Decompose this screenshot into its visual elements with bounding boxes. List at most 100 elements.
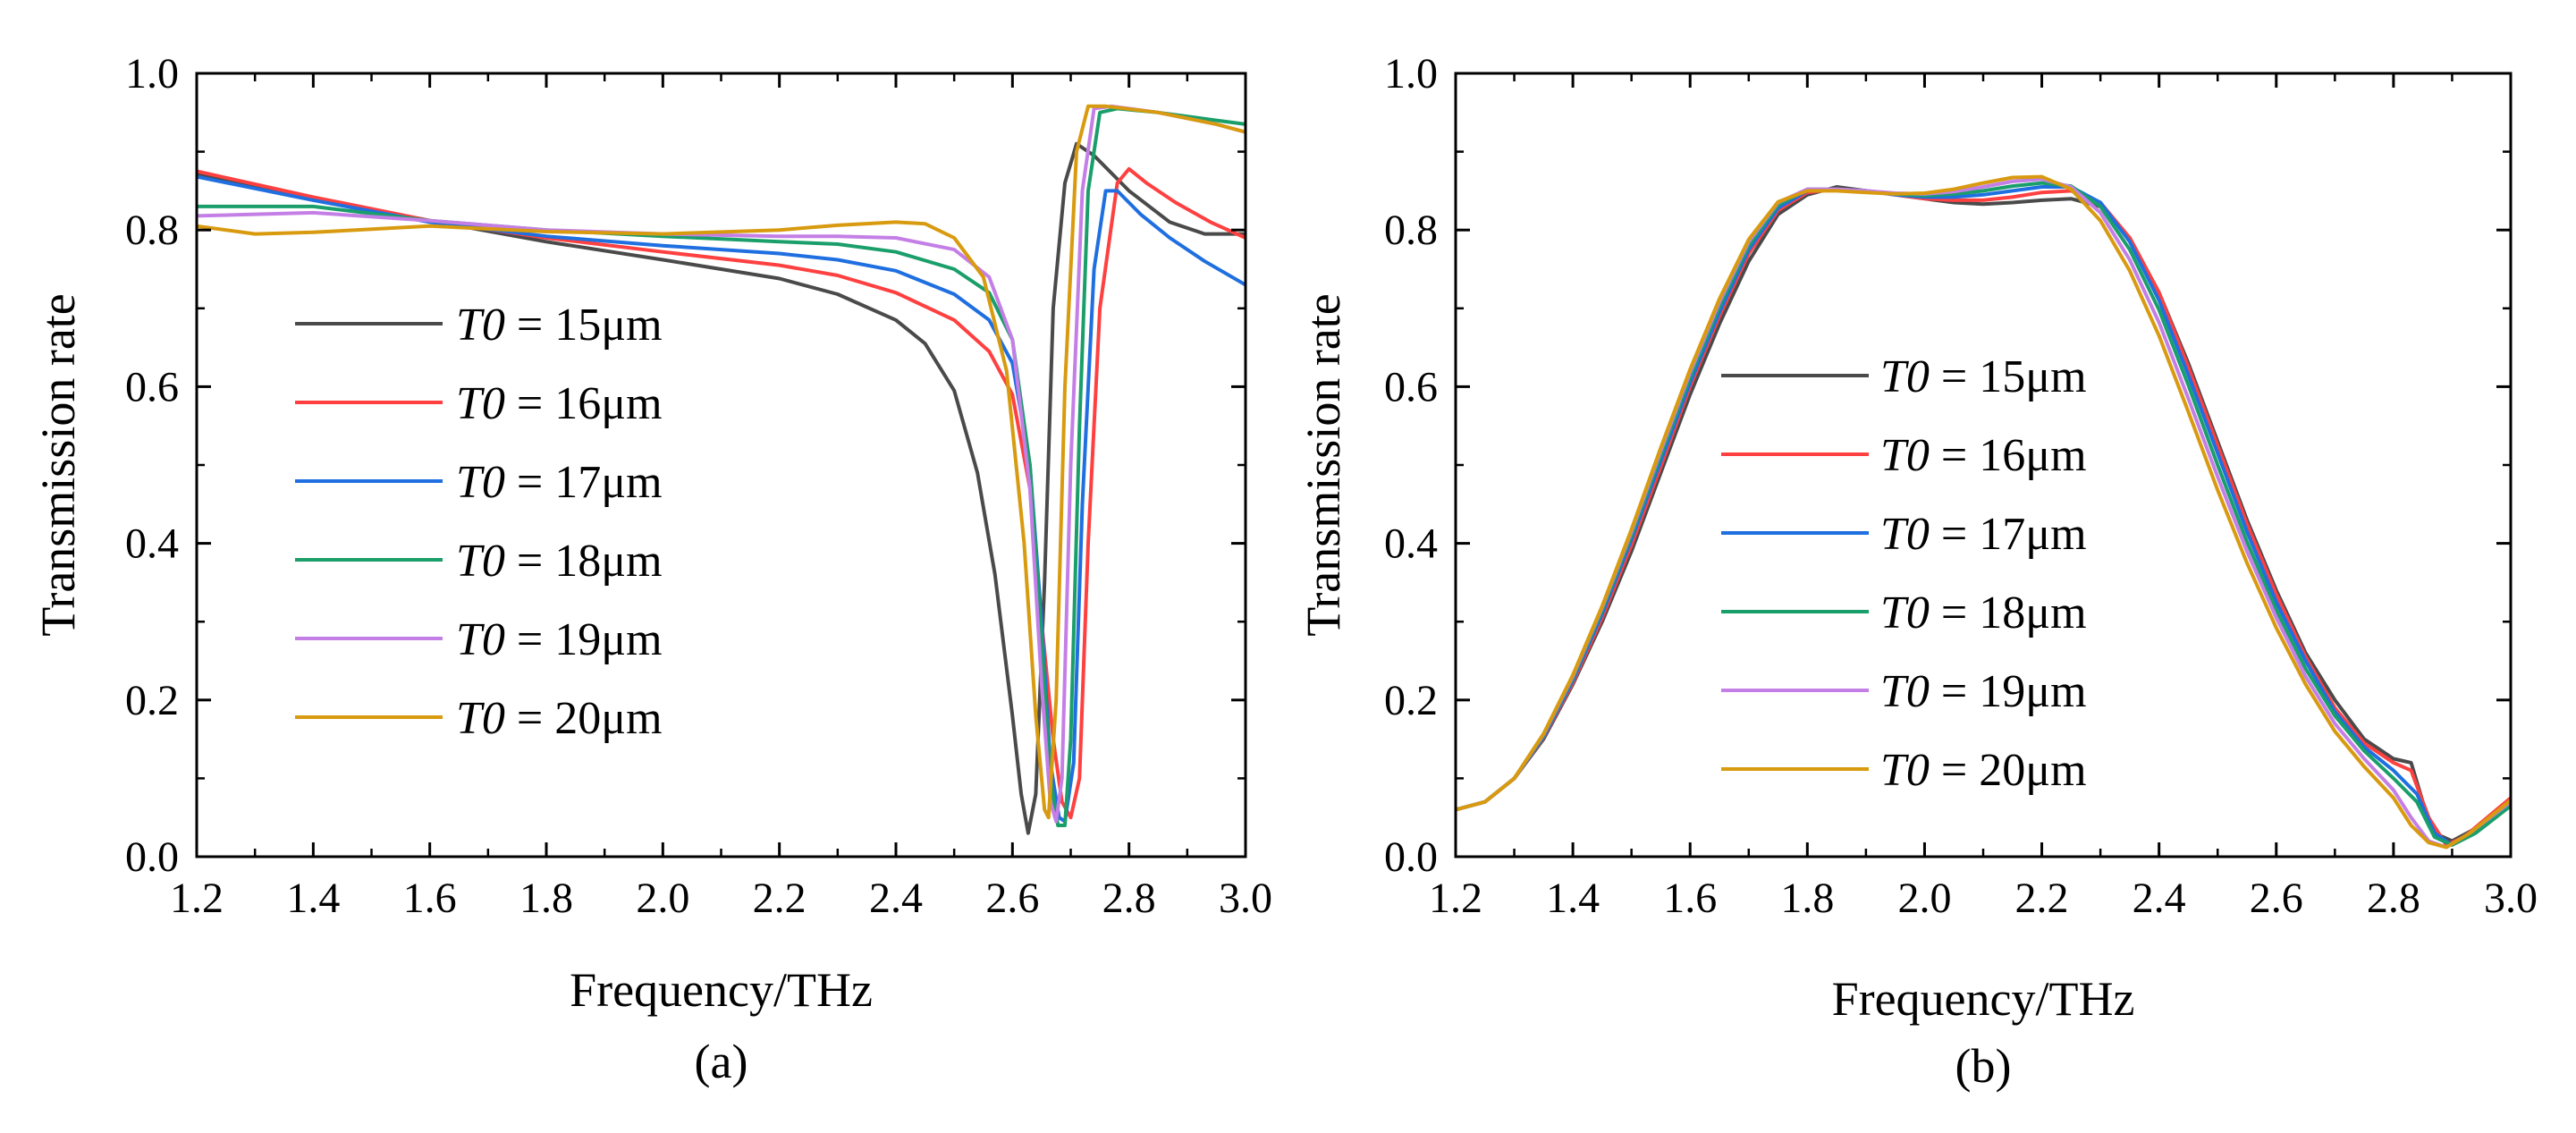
legend-item: T0 = 19μm [1721,666,2087,717]
legend-label: T0 = 20μm [1880,745,2087,796]
x-tick-label: 1.4 [1546,875,1600,922]
legend-item: T0 = 20μm [1721,745,2087,796]
legend-label-var: T0 [1880,351,1930,402]
legend-item: T0 = 18μm [1721,588,2087,638]
x-axis-title: Frequency/THz [570,963,873,1017]
series-line-t0-20um [1456,174,2511,850]
series-group [1456,174,2511,850]
x-tick-label: 3.0 [2484,875,2538,922]
legend-label-var: T0 [456,300,505,351]
chart-panel-b: 1.2 1.4 1.6 1.8 2.0 2.2 2.4 2.6 2.8 3.0 0.0 0.2 0.4 0… [1296,50,2538,1093]
legend-label-value: = 18μm [505,536,663,587]
series-line-t0-17um [197,174,1246,824]
legend-label: T0 = 19μm [1880,666,2087,717]
series-line-t0-20um [197,104,1246,820]
y-tick-label: 0.6 [1384,363,1438,410]
panel-label: (b) [1955,1039,2012,1093]
legend-label-var: T0 [456,378,505,429]
legend-label-var: T0 [1880,509,1930,560]
y-tick-label: 0.0 [125,833,179,881]
legend-label: T0 = 18μm [456,536,663,587]
y-axis-title: Transmission rate [31,293,85,637]
legend-label-value: = 16μm [1930,430,2087,481]
y-tick-label: 0.2 [125,677,179,724]
legend-label-value: = 19μm [1930,666,2087,717]
legend-label: T0 = 20μm [456,693,663,744]
y-tick-label: 0.0 [1384,833,1438,881]
legend-label: T0 = 15μm [456,300,663,351]
legend-label-var: T0 [1880,588,1930,638]
legend-label: T0 = 17μm [456,457,663,508]
y-tick-label: 0.6 [125,363,179,410]
x-tick-label: 1.6 [1663,875,1717,922]
legend-label-var: T0 [456,536,505,587]
legend-item: T0 = 17μm [295,457,663,508]
series-line-t0-16um [1456,187,2511,847]
y-tick-label: 0.4 [1384,520,1438,568]
legend-label-value: = 15μm [505,300,663,351]
legend-item: T0 = 16μm [1721,430,2087,481]
legend-label-var: T0 [456,693,505,744]
series-group [197,104,1246,835]
x-tick-label: 2.2 [2015,875,2069,922]
legend-item: T0 = 20μm [295,693,663,744]
x-tick-label: 1.6 [403,875,457,922]
legend-label-value: = 16μm [505,378,663,429]
series-line-t0-16um [197,166,1246,820]
x-tick-label: 2.8 [1102,875,1156,922]
legend-label: T0 = 18μm [1880,588,2087,638]
legend-label: T0 = 19μm [456,614,663,665]
legend-label-value: = 17μm [1930,509,2087,560]
legend-item: T0 = 15μm [295,300,663,351]
x-tick-label: 1.8 [1780,875,1834,922]
legend-label-value: = 20μm [1930,745,2087,796]
x-tick-label: 1.2 [1429,875,1482,922]
panel-label: (a) [695,1035,748,1088]
legend-item: T0 = 15μm [1721,351,2087,402]
x-tick-label: 2.4 [2133,875,2186,922]
x-tick-label: 2.0 [636,875,689,922]
legend-label-var: T0 [456,614,505,665]
y-tick-label: 0.8 [1384,207,1438,254]
y-tick-label: 0.2 [1384,677,1438,724]
chart-panel-a: 1.2 1.4 1.6 1.8 2.0 2.2 2.4 2.6 2.8 3.0 0.0 0.2 0.4 0… [31,50,1272,1088]
legend-label-var: T0 [1880,745,1930,796]
y-tick-label: 1.0 [1384,50,1438,97]
legend-label: T0 = 15μm [1880,351,2087,402]
x-axis-title: Frequency/THz [1832,972,2135,1026]
legend-label-var: T0 [1880,430,1930,481]
y-axis-title: Transmission rate [1296,293,1350,637]
legend-item: T0 = 18μm [295,536,663,587]
legend-label-value: = 20μm [505,693,663,744]
legend-label-var: T0 [1880,666,1930,717]
y-tick-label: 0.4 [125,520,179,568]
series-line-t0-15um [197,141,1246,835]
legend-label-var: T0 [456,457,505,508]
legend-label-value: = 17μm [505,457,663,508]
legend-item: T0 = 16μm [295,378,663,429]
x-tick-label: 2.0 [1897,875,1951,922]
x-tick-label: 1.8 [519,875,573,922]
x-tick-label: 1.2 [170,875,224,922]
legend-label: T0 = 16μm [1880,430,2087,481]
x-tick-label: 2.2 [753,875,807,922]
series-line-t0-15um [1456,185,2511,843]
legend-label: T0 = 17μm [1880,509,2087,560]
x-tick-label: 2.6 [2250,875,2303,922]
x-tick-label: 2.8 [2367,875,2420,922]
x-tick-label: 2.4 [869,875,923,922]
y-tick-label: 1.0 [125,50,179,97]
y-tick-label: 0.8 [125,207,179,254]
legend-label: T0 = 16μm [456,378,663,429]
legend-label-value: = 18μm [1930,588,2087,638]
legend-item: T0 = 19μm [295,614,663,665]
legend-item: T0 = 17μm [1721,509,2087,560]
legend-label-value: = 19μm [505,614,663,665]
x-tick-label: 2.6 [985,875,1039,922]
x-tick-label: 3.0 [1219,875,1272,922]
legend-label-value: = 15μm [1930,351,2087,402]
x-tick-label: 1.4 [286,875,340,922]
